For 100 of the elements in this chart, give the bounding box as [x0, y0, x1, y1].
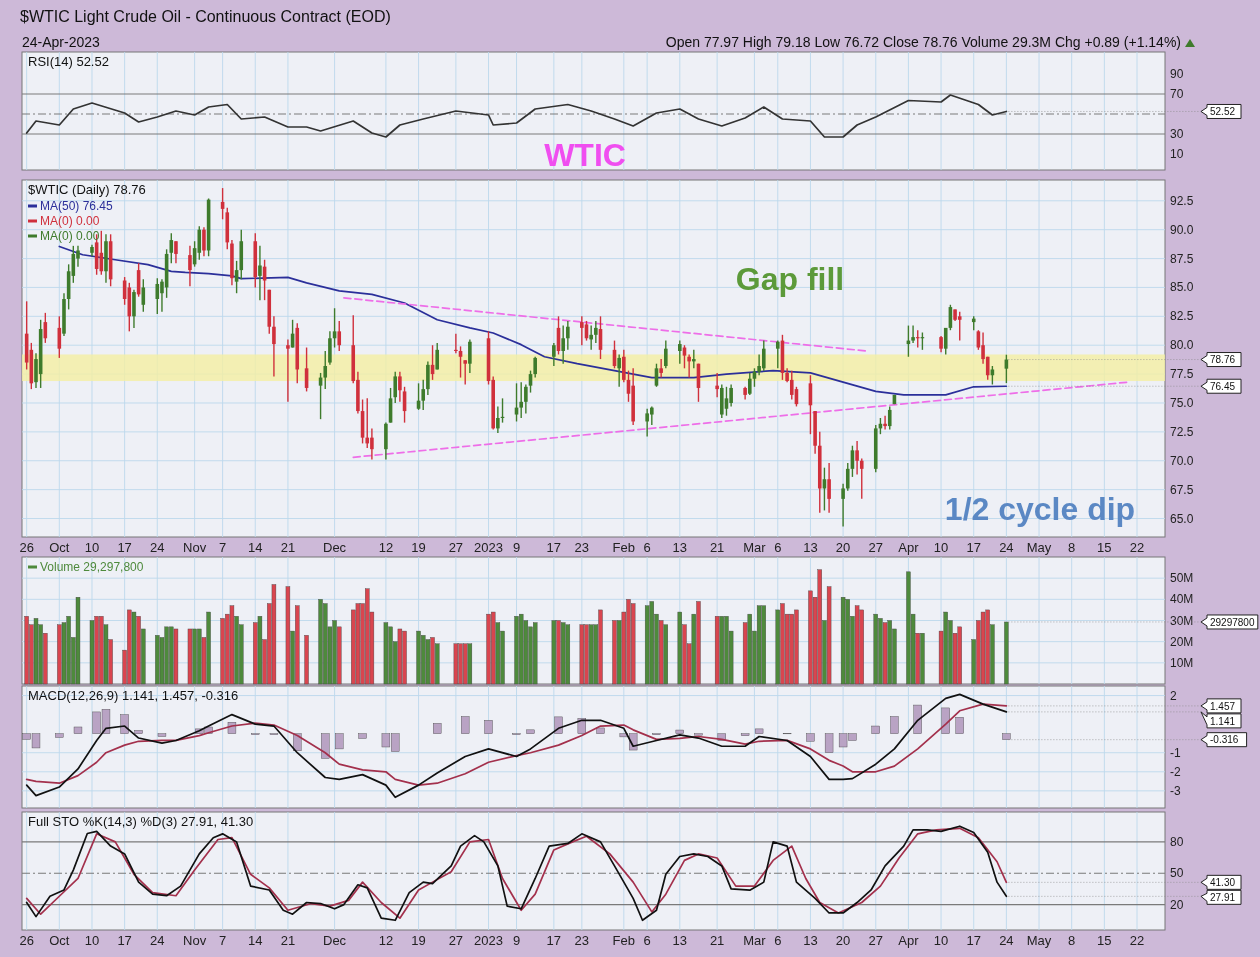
candlestick — [580, 315, 584, 346]
bar — [433, 723, 442, 734]
candlestick — [943, 327, 948, 356]
bar — [271, 584, 277, 685]
x-tick-label: 20 — [835, 540, 851, 555]
bar — [397, 628, 403, 685]
x-tick-label: 26 — [19, 933, 34, 948]
y-tick-label: 87.5 — [1170, 251, 1194, 266]
line-series — [25, 94, 1008, 138]
x-tick-label: 24 — [150, 933, 165, 948]
x-tick-label: 13 — [672, 540, 688, 555]
bar — [73, 726, 83, 734]
x-tick-label: 27 — [868, 933, 883, 948]
legend-label: MA(50) 76.45 — [40, 199, 114, 213]
bar — [565, 624, 571, 685]
candlestick — [775, 339, 780, 370]
y-tick-label: 77.5 — [1170, 367, 1194, 382]
x-tick-label: Apr — [898, 933, 920, 948]
candlestick — [678, 339, 682, 365]
bar — [579, 624, 585, 685]
candlestick — [393, 371, 398, 404]
x-tick-label: 13 — [803, 933, 818, 948]
y-tick-label: 30M — [1170, 613, 1194, 628]
bar — [157, 733, 167, 737]
y-tick-label: 30 — [1170, 127, 1184, 141]
candlestick — [174, 240, 178, 264]
line-series — [58, 245, 1008, 396]
bar — [257, 616, 263, 685]
x-tick-label: 15 — [1097, 540, 1112, 555]
annotation: 76.45 — [1210, 380, 1236, 392]
x-tick-label: 14 — [248, 540, 263, 555]
y-tick-label: 10 — [1170, 147, 1184, 161]
x-tick-label: 21 — [709, 540, 725, 555]
x-tick-label: 27 — [868, 540, 883, 555]
candlestick — [141, 278, 146, 313]
bar — [75, 597, 81, 685]
x-tick-label: 8 — [1068, 540, 1076, 555]
bar — [714, 616, 720, 685]
candlestick — [883, 414, 887, 431]
bar — [33, 618, 39, 685]
bar — [55, 733, 64, 738]
bar — [484, 720, 493, 734]
x-tick-label: Dec — [323, 540, 347, 555]
x-tick-label: Mar — [743, 933, 767, 948]
bar — [941, 707, 950, 734]
x-tick-label: 6 — [774, 540, 782, 555]
bar — [980, 611, 986, 685]
x-tick-label: 13 — [672, 933, 688, 948]
chart-title: $WTIC (Daily) 78.76 — [28, 182, 146, 197]
x-tick-label: 17 — [966, 933, 981, 948]
candlestick — [155, 277, 160, 315]
bar — [526, 729, 535, 734]
x-tick-label: 27 — [448, 933, 464, 948]
x-tick-label: May — [1026, 540, 1052, 555]
x-tick-label: 12 — [378, 933, 394, 948]
x-tick-label: 19 — [411, 933, 426, 948]
y-tick-label: -2 — [1170, 764, 1181, 779]
candlestick — [519, 381, 523, 419]
line-series — [25, 703, 1008, 786]
x-tick-label: 8 — [1068, 933, 1076, 948]
bar — [854, 605, 860, 685]
y-tick-label: 40M — [1170, 592, 1194, 607]
bar — [1004, 621, 1009, 685]
bar — [355, 603, 361, 685]
candlestick — [197, 225, 202, 261]
y-tick-label: 80 — [1170, 834, 1184, 849]
x-tick-label: 6 — [774, 933, 782, 948]
x-tick-label: Feb — [612, 933, 636, 948]
bar — [588, 624, 594, 685]
candlestick — [365, 397, 370, 449]
bar — [304, 635, 309, 685]
chart-title: RSI(14) 52.52 — [28, 54, 109, 69]
x-tick-label: 10 — [933, 933, 949, 948]
bar — [824, 733, 834, 753]
bar — [826, 586, 832, 685]
x-tick-label: Feb — [612, 540, 636, 555]
candlestick — [468, 338, 472, 374]
candlestick — [617, 353, 621, 388]
annotation: 1.141 — [1210, 715, 1236, 727]
bar — [461, 716, 470, 734]
y-tick-label: 75.0 — [1170, 395, 1194, 410]
x-tick-label: 13 — [803, 540, 818, 555]
candlestick — [202, 226, 206, 257]
y-tick-label: 80.0 — [1170, 338, 1194, 353]
bar — [756, 605, 762, 685]
bar — [425, 639, 431, 685]
bar — [57, 624, 62, 685]
bar — [155, 635, 160, 685]
annotation: 27.91 — [1210, 892, 1236, 904]
x-tick-label: 21 — [280, 933, 296, 948]
y-tick-label: 92.5 — [1170, 193, 1194, 208]
x-tick-label: 22 — [1129, 540, 1145, 555]
x-tick-label: 23 — [574, 540, 590, 555]
x-tick-label: 20 — [835, 933, 851, 948]
x-tick-label: Oct — [49, 540, 70, 555]
bar — [913, 704, 922, 734]
y-tick-label: 90 — [1170, 67, 1184, 81]
candlestick — [911, 324, 915, 344]
x-tick-label: 15 — [1097, 933, 1112, 948]
y-tick-label: 2 — [1170, 688, 1177, 703]
